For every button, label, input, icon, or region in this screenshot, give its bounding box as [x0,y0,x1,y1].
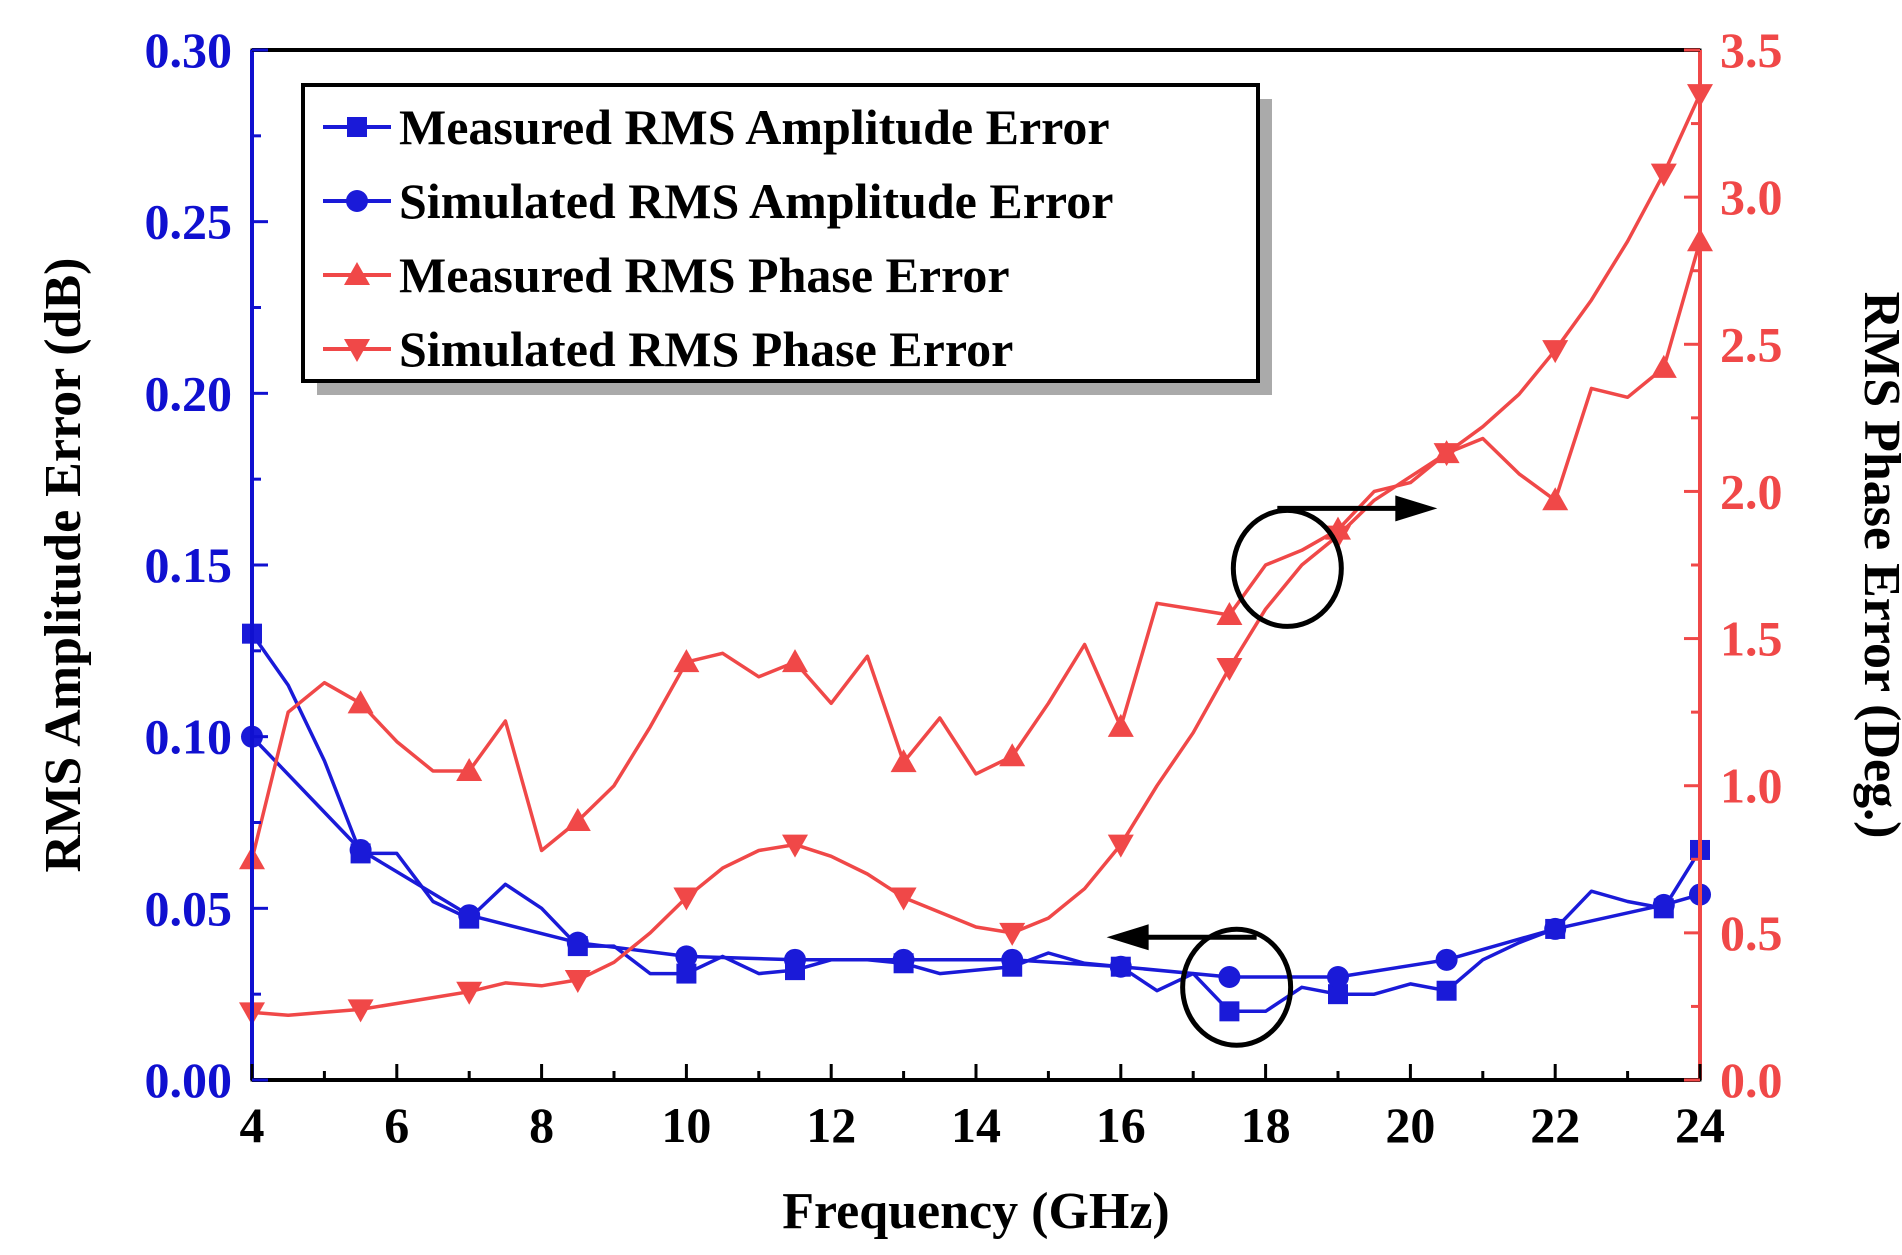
data-point [458,904,481,927]
y-right-tick-label: 3.5 [1720,22,1783,78]
legend-marker [346,190,368,212]
legend-box [301,83,1260,383]
series-4 [239,84,1713,1026]
x-tick-label: 22 [1530,1097,1580,1153]
y-right-tick-label: 0.5 [1720,905,1783,961]
data-point [566,931,589,954]
y-left-tick-label: 0.30 [145,22,233,78]
data-point [1219,1001,1240,1022]
y-left-tick-label: 0.00 [145,1052,233,1108]
data-point [999,743,1026,767]
data-point [1544,917,1567,940]
data-point [999,922,1026,946]
data-point [349,838,372,861]
y-left-tick-label: 0.25 [145,194,233,250]
data-point [564,969,591,993]
x-tick-label: 12 [806,1097,856,1153]
annotation-arrowhead [1106,924,1149,951]
data-point [1542,340,1569,364]
data-point [892,948,915,971]
series-line [250,240,1702,860]
annotation-ellipse [1230,507,1344,629]
data-point [564,808,591,832]
legend-entry: Simulated RMS Amplitude Error [323,173,1113,229]
y-left-tick-label: 0.15 [145,537,233,593]
data-point [673,649,700,673]
legend-marker [344,262,370,285]
legend-label: Measured RMS Phase Error [399,247,1010,303]
y-right-tick-label: 3.0 [1720,169,1783,225]
y-right-axis-title: RMS Phase Error (Deg.) [1853,292,1902,839]
data-point [1216,602,1243,626]
legend-label: Measured RMS Amplitude Error [399,99,1110,155]
y-left-tick-label: 0.05 [145,880,233,936]
data-point [1652,893,1675,916]
data-point [1327,966,1349,988]
data-point [1436,980,1457,1001]
x-tick-label: 10 [661,1097,711,1153]
y-left-tick-label: 0.10 [145,709,233,765]
x-tick-label: 8 [529,1097,554,1153]
x-tick-label: 4 [240,1097,265,1153]
x-tick-label: 24 [1675,1097,1725,1153]
x-axis-title: Frequency (GHz) [782,1183,1170,1240]
legend-entry: Simulated RMS Phase Error [323,321,1013,377]
x-tick-label: 20 [1385,1097,1435,1153]
legend-marker [347,117,367,137]
legend-entry: Measured RMS Amplitude Error [323,99,1110,155]
data-point [1109,955,1132,978]
legend-label: Simulated RMS Phase Error [399,321,1013,377]
legend-entry: Measured RMS Phase Error [323,247,1010,303]
y-left-tick-label: 0.20 [145,365,233,421]
y-right-tick-label: 1.0 [1720,758,1783,814]
data-point [1001,948,1024,971]
x-tick-label: 16 [1096,1097,1146,1153]
series-1 [242,623,1710,1022]
data-point [1107,713,1134,737]
y-right-tick-label: 0.0 [1720,1052,1783,1108]
data-point [1435,948,1458,971]
data-point [675,945,698,968]
legend-marker [344,339,370,362]
x-tick-label: 18 [1241,1097,1291,1153]
series-line [250,632,1702,1014]
annotation-arrowhead [1395,495,1438,522]
y-left-axis-title: RMS Amplitude Error (dB) [35,258,92,873]
data-point [1328,984,1348,1005]
data-point [890,749,917,773]
data-point [347,999,374,1023]
data-point [1433,443,1460,467]
data-point [676,963,697,984]
data-point [1650,354,1677,378]
data-point [456,981,483,1005]
data-point [673,887,700,911]
x-tick-label: 6 [384,1097,409,1153]
y-right-tick-label: 1.5 [1720,611,1783,667]
data-point [1218,966,1241,988]
data-point [784,948,806,971]
annotations-layer [1106,495,1438,1048]
data-point [890,887,917,911]
y-right-tick-label: 2.5 [1720,316,1783,372]
data-point [782,834,808,858]
annotation [1230,495,1438,629]
y-right-tick-label: 2.0 [1720,463,1783,519]
data-point [456,758,483,781]
data-point [1216,658,1243,681]
axes-layer: 4 6 8 10 12 14 16 18 20 22 24 0.00 0.05 0.10 0.15 0.20 0… [145,22,1783,1153]
legend-label: Simulated RMS Amplitude Error [399,173,1113,229]
annotation-ellipse [1180,926,1294,1048]
data-point [1107,834,1134,858]
annotation [1106,924,1294,1048]
data-point [1542,487,1569,511]
series-2 [241,725,1711,988]
data-point [1650,163,1677,187]
x-tick-label: 14 [951,1097,1001,1153]
series-layer [239,84,1713,1026]
legend: Measured RMS Amplitude Error Simulated RM… [301,83,1272,395]
data-point [782,649,808,673]
data-point [347,690,374,714]
